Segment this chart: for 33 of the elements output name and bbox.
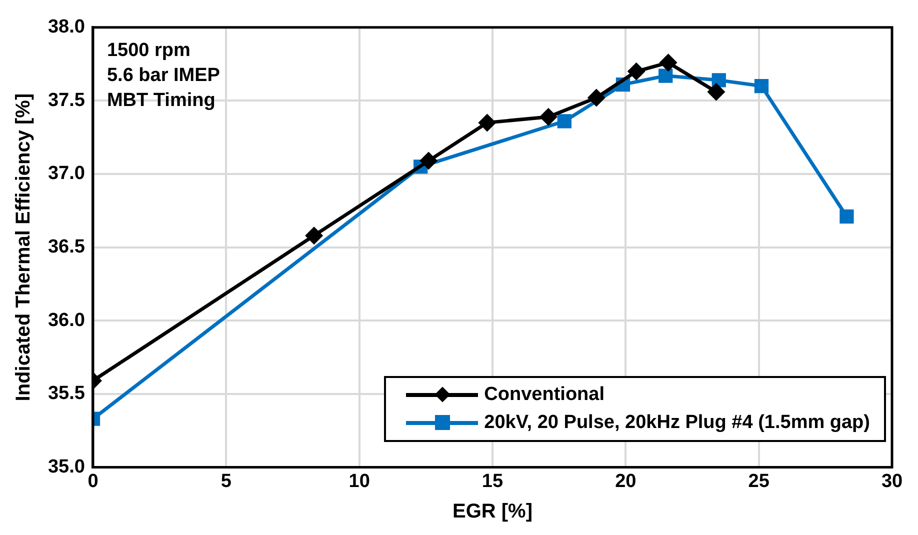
point [658,68,673,83]
point [840,209,854,224]
y-axis-title: Indicated Thermal Efficiency [%] [12,93,35,402]
x-tick-label: 0 [88,470,98,492]
x-tick-label: 10 [348,470,370,492]
x-tick-label: 20 [615,470,636,492]
point [707,82,726,101]
point [539,108,558,126]
y-tick-label: 35.5 [48,383,86,404]
x-axis-title: EGR [%] [452,500,532,523]
y-tick-label: 38.0 [48,16,85,38]
point [478,114,496,132]
legend-label: 20kV, 20 Pulse, 20kHz Plug #4 (1.5mm gap) [484,412,870,433]
point [754,78,769,94]
point [420,152,438,170]
y-tick-label: 36.0 [48,310,85,331]
y-tick-label: 37.5 [48,90,86,111]
y-tick-label: 35.0 [48,456,85,478]
x-tick-label: 30 [881,470,903,492]
y-tick-label: 36.5 [48,236,86,258]
annotation: MBT Timing [106,90,216,112]
point [659,54,678,72]
annotation: 1500 rpm [106,40,190,62]
point [627,62,646,80]
x-tick-label: 25 [748,470,770,492]
x-tick-label: 5 [220,470,232,492]
point [587,88,606,107]
point [305,226,324,245]
point [557,114,572,128]
x-tick-label: 15 [482,470,504,492]
annotation: 5.6 bar IMEP [106,65,220,86]
legend-label: Conventional [484,384,605,405]
y-tick-label: 37.0 [48,163,85,184]
